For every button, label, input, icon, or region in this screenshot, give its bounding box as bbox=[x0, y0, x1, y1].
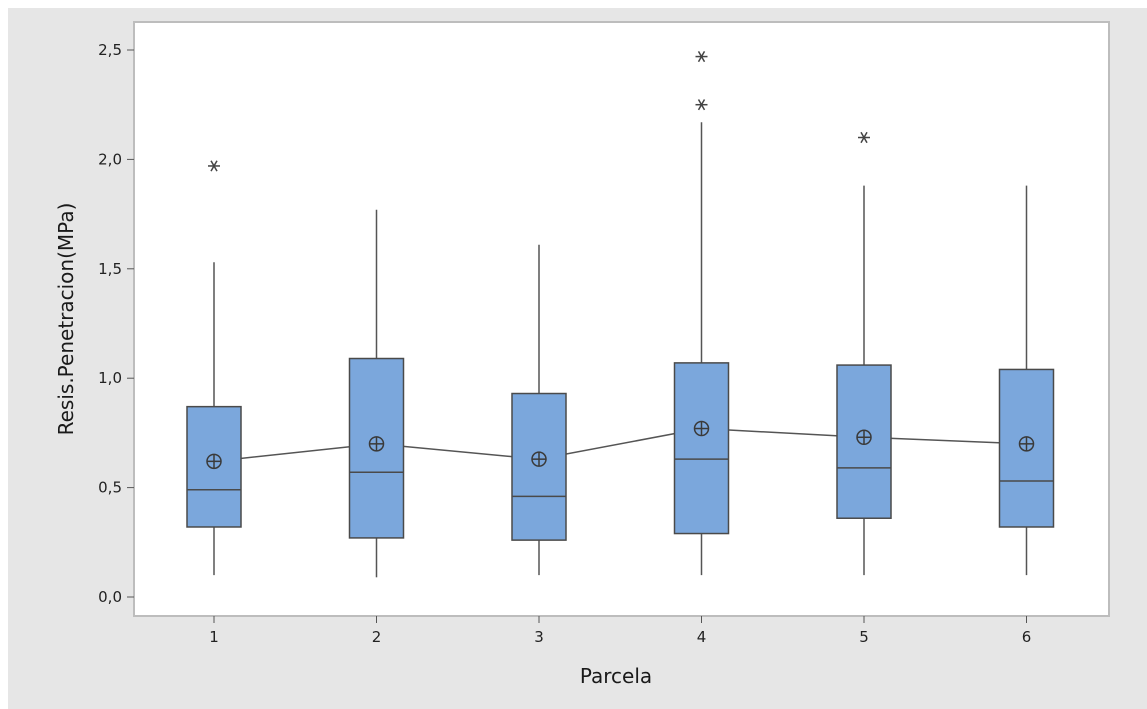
y-axis: 0,0 0,5 1,0 1,5 2,0 2,5 bbox=[98, 41, 134, 606]
outlier-stroke bbox=[860, 131, 868, 144]
boxes-layer bbox=[186, 50, 1055, 578]
outlier-point bbox=[695, 50, 708, 63]
box-body bbox=[673, 362, 730, 535]
x-tick-label: 1 bbox=[209, 628, 219, 646]
outlier-stroke bbox=[697, 99, 706, 111]
box-group bbox=[186, 160, 242, 576]
box-group bbox=[511, 244, 567, 576]
y-tick-label: 1,5 bbox=[98, 260, 122, 278]
outlier-point bbox=[695, 99, 708, 111]
y-tick-label: 2,0 bbox=[98, 150, 122, 168]
x-tick-label: 6 bbox=[1022, 628, 1032, 646]
x-tick-label: 4 bbox=[697, 628, 707, 646]
chart-figure: 0,0 0,5 1,0 1,5 2,0 2,5 1 2 3 4 5 6 Parcela Resis.… bbox=[8, 8, 1147, 709]
box-group bbox=[348, 209, 405, 578]
box-group bbox=[998, 185, 1055, 576]
outlier-stroke bbox=[697, 50, 706, 63]
box-group bbox=[836, 131, 892, 576]
plot-area bbox=[133, 21, 1110, 617]
y-tick-label: 2,5 bbox=[98, 41, 122, 59]
x-tick-label: 5 bbox=[859, 628, 869, 646]
y-axis-title: Resis.Penetracion(MPa) bbox=[54, 203, 78, 436]
outlier-stroke bbox=[210, 160, 218, 172]
x-axis-title: Parcela bbox=[580, 664, 652, 688]
y-tick-label: 1,0 bbox=[98, 369, 122, 387]
boxplot-chart: 0,0 0,5 1,0 1,5 2,0 2,5 1 2 3 4 5 6 Parcela Resis.… bbox=[54, 21, 1110, 688]
outlier-point bbox=[858, 131, 870, 144]
x-axis: 1 2 3 4 5 6 bbox=[209, 616, 1031, 646]
outlier-point bbox=[208, 160, 220, 172]
y-tick-label: 0,5 bbox=[98, 479, 122, 497]
y-tick-label: 0,0 bbox=[98, 588, 122, 606]
x-tick-label: 2 bbox=[372, 628, 382, 646]
x-tick-label: 3 bbox=[534, 628, 544, 646]
box-group bbox=[673, 50, 730, 576]
